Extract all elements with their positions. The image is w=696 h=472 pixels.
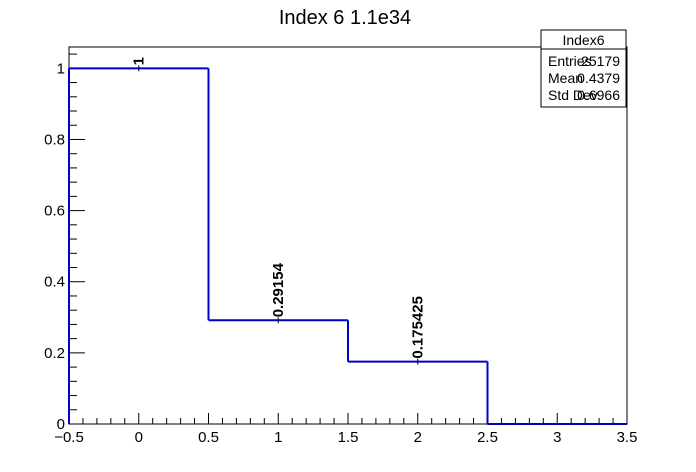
x-tick-label: 0.5 bbox=[198, 429, 219, 446]
y-tick-label: 1 bbox=[57, 60, 65, 77]
stats-entries-label: Entries bbox=[548, 53, 592, 69]
chart-title: Index 6 1.1e34 bbox=[279, 7, 411, 29]
x-tick-label: 2.5 bbox=[477, 429, 498, 446]
axis-ticks bbox=[68, 53, 628, 425]
axis-tick-labels: −0.5 0 0.5 1 1.5 2 2.5 3 3.500.20.40.60.81 bbox=[44, 60, 637, 446]
stats-stddev-value: 0.6966 bbox=[577, 87, 620, 103]
stats-mean-label: Mean bbox=[548, 70, 583, 86]
stats-box-title: Index6 bbox=[562, 32, 604, 48]
bin-value-label: 0.175425 bbox=[410, 296, 427, 359]
y-tick-label: 0 bbox=[57, 416, 65, 433]
histogram-series bbox=[68, 65, 627, 425]
stats-entries-value: 25179 bbox=[581, 53, 620, 69]
y-tick-label: 0.8 bbox=[44, 131, 65, 148]
bin-value-label: 1 bbox=[131, 57, 148, 65]
stats-box: Index6 Entries 25179 Mean 0.4379 Std Dev… bbox=[540, 29, 627, 108]
bin-value-label: 0.29154 bbox=[270, 262, 287, 317]
x-tick-label: 3 bbox=[553, 429, 561, 446]
stats-box-frame bbox=[540, 29, 627, 108]
x-tick-label: 0 bbox=[135, 429, 143, 446]
x-tick-label: 2 bbox=[414, 429, 422, 446]
y-tick-label: 0.4 bbox=[44, 274, 65, 291]
stats-stddev-label: Std Dev bbox=[548, 87, 598, 103]
y-tick-label: 0.2 bbox=[44, 345, 65, 362]
x-tick-label: 1.5 bbox=[338, 429, 359, 446]
x-tick-label: 3.5 bbox=[617, 429, 638, 446]
bin-value-labels: 1 0.29154 0.175425 bbox=[131, 57, 427, 359]
x-tick-label: 1 bbox=[274, 429, 282, 446]
x-tick-label: −0.5 bbox=[54, 429, 84, 446]
y-tick-label: 0.6 bbox=[44, 203, 65, 220]
stats-mean-value: 0.4379 bbox=[577, 70, 620, 86]
